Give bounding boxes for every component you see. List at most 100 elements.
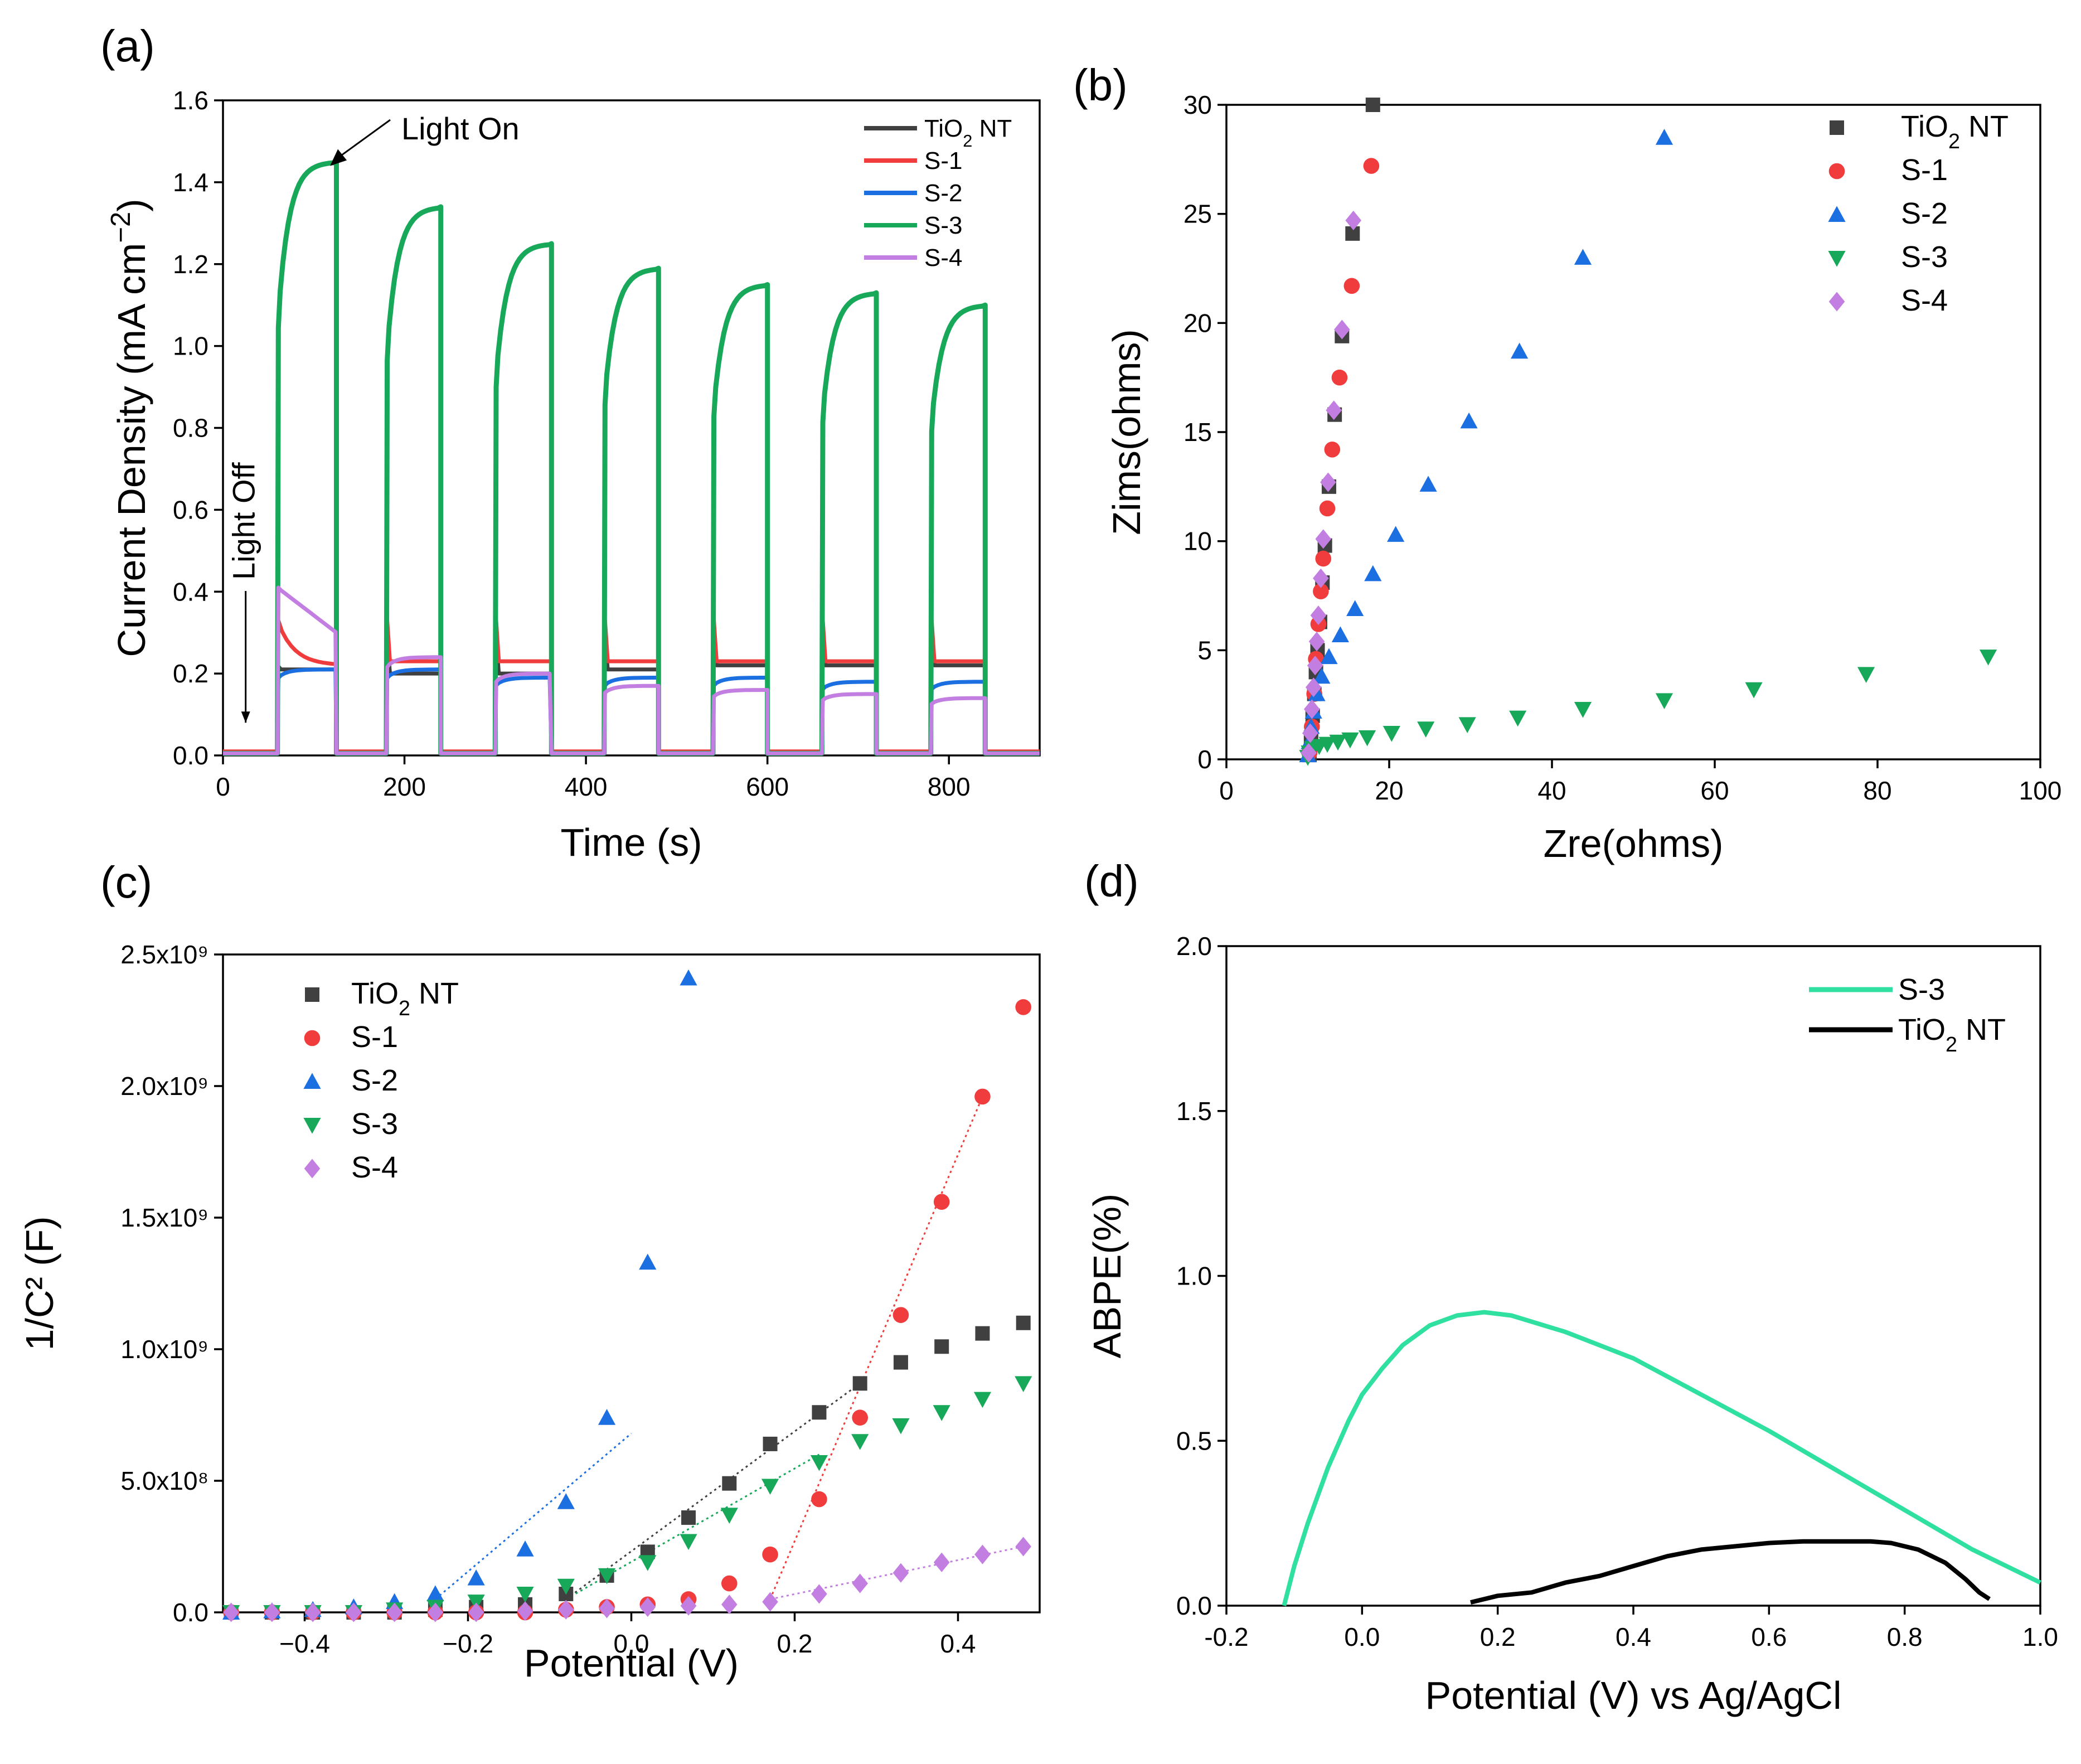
x-axis-title: Potential (V) vs Ag/AgCl: [1425, 1674, 1842, 1717]
y-axis-title: ABPE(%): [1085, 1194, 1129, 1359]
legend-label: S-4: [1901, 284, 1948, 317]
data-point-s-1: [1315, 550, 1332, 567]
y-tick-label: 0.0: [173, 1598, 208, 1627]
data-point-tio2nt: [812, 1405, 827, 1420]
y-tick-label: 0.0: [173, 741, 208, 770]
legend-label: S-3: [924, 212, 962, 239]
data-point-s-3: [933, 1405, 950, 1421]
x-tick-label: 1.0: [2022, 1622, 2058, 1651]
data-point-s-3: [1745, 682, 1763, 699]
y-axis-title: Zims(ohms): [1105, 329, 1148, 535]
y-tick-label: 1.4: [173, 168, 208, 197]
legend-marker: [303, 1073, 321, 1089]
legend-label: S-1: [351, 1020, 398, 1054]
data-point-s-2: [516, 1540, 534, 1557]
x-tick-label: 0.2: [777, 1629, 813, 1658]
data-point-s-2: [1419, 476, 1437, 492]
data-point-s-1: [1331, 369, 1348, 386]
legend-marker: [305, 987, 319, 1002]
data-point-s-2: [1320, 648, 1338, 665]
data-point-s-4: [762, 1592, 778, 1612]
data-point-s-4: [974, 1544, 991, 1564]
data-point-s-4: [892, 1563, 909, 1583]
x-tick-label: 0.0: [1344, 1622, 1380, 1651]
data-point-s-3: [1358, 730, 1376, 747]
data-point-s-1: [762, 1546, 778, 1563]
y-tick-label: 15: [1183, 418, 1212, 447]
legend-label: TiO2 NT: [351, 977, 459, 1020]
data-point-s-3: [516, 1586, 534, 1603]
data-point-s-4: [427, 1602, 444, 1622]
y-tick-label: 1.0: [173, 332, 208, 361]
series-line-s-2: [223, 667, 1040, 755]
legend-label: S-2: [1901, 197, 1948, 230]
data-point-tio2nt: [893, 1355, 908, 1370]
data-point-s-2: [1511, 342, 1529, 359]
y-tick-label: 25: [1183, 200, 1212, 229]
data-point-s-4: [346, 1602, 362, 1622]
light-off-label: Light Off: [226, 462, 261, 580]
light-on-arrowhead: [330, 149, 347, 166]
y-tick-label: 20: [1183, 308, 1212, 337]
y-tick-label: 0.0: [1176, 1591, 1212, 1620]
data-point-s-4: [1302, 723, 1318, 743]
data-point-s-3: [810, 1455, 828, 1471]
y-axis-title: Current Density (mA cm−2): [106, 198, 153, 657]
x-tick-label: 0.4: [940, 1629, 976, 1658]
data-point-s-4: [852, 1573, 868, 1593]
data-point-s-2: [467, 1569, 485, 1586]
legend-label: TiO2 NT: [924, 115, 1012, 151]
data-point-s-4: [811, 1584, 827, 1604]
data-point-s-3: [680, 1534, 697, 1550]
y-tick-label: 2.0x10⁹: [120, 1072, 208, 1101]
data-point-s-4: [599, 1598, 615, 1618]
y-tick-label: 5.0x10⁸: [120, 1466, 208, 1495]
panel-b: (b) 0 20 40 60 80 100 0 5 10 15 20 25 30 Zre(ohms) Zims…: [1073, 60, 2061, 865]
data-point-s-3: [1015, 1376, 1032, 1392]
x-tick-label: 0.8: [1887, 1622, 1923, 1651]
data-point-s-2: [426, 1585, 444, 1601]
panel-c: (c) −0.4 −0.2 0.0 0.2 0.4 0.0 5.0x10⁸ 1.0x10⁹ 1.5…: [18, 857, 1041, 1685]
data-point-s-4: [468, 1602, 484, 1622]
x-tick-label: 0.6: [1751, 1622, 1787, 1651]
data-point-s-4: [223, 1602, 239, 1622]
data-point-s-4: [1305, 677, 1322, 697]
y-tick-label: 1.0x10⁹: [120, 1335, 208, 1364]
y-axis-title: 1/C² (F): [18, 1216, 61, 1350]
data-point-s-3: [1979, 650, 1997, 666]
y-tick-label: 2.5x10⁹: [120, 940, 208, 969]
data-point-tio2nt: [975, 1326, 990, 1341]
data-point-s-2: [598, 1409, 616, 1425]
y-tick-label: 0.2: [173, 659, 208, 688]
legend-marker: [303, 1118, 321, 1134]
y-tick-label: 1.5: [1176, 1097, 1212, 1126]
legend-label: S-2: [924, 180, 962, 207]
data-point-s-3: [1574, 701, 1592, 718]
data-point-s-1: [1324, 442, 1341, 458]
x-tick-label: 60: [1700, 776, 1729, 805]
series-line-tio2nt: [1470, 1539, 1991, 1605]
data-point-s-1: [1363, 158, 1380, 174]
legend-label: S-3: [1898, 973, 1945, 1006]
data-point-tio2nt: [1016, 1315, 1031, 1330]
panel-label: (a): [100, 21, 155, 71]
y-tick-label: 30: [1183, 90, 1212, 119]
data-point-s-1: [852, 1409, 868, 1426]
legend-label: S-2: [351, 1064, 398, 1097]
y-tick-label: 0.4: [173, 577, 208, 606]
data-point-s-4: [264, 1602, 280, 1622]
legend-marker: [304, 1030, 321, 1046]
data-point-s-2: [557, 1493, 575, 1509]
legend-label: TiO2 NT: [1898, 1013, 2006, 1057]
data-point-s-4: [933, 1552, 950, 1572]
x-tick-label: 400: [565, 772, 608, 801]
data-point-tio2nt: [1365, 98, 1380, 112]
y-tick-label: 1.6: [173, 86, 208, 115]
data-point-s-3: [892, 1418, 910, 1435]
fit-line-s-1: [769, 1096, 983, 1600]
data-point-s-1: [1343, 278, 1360, 294]
data-point-s-4: [1313, 568, 1329, 588]
data-point-s-4: [1326, 400, 1342, 420]
data-point-s-2: [1364, 565, 1382, 581]
data-point-s-4: [680, 1596, 697, 1616]
